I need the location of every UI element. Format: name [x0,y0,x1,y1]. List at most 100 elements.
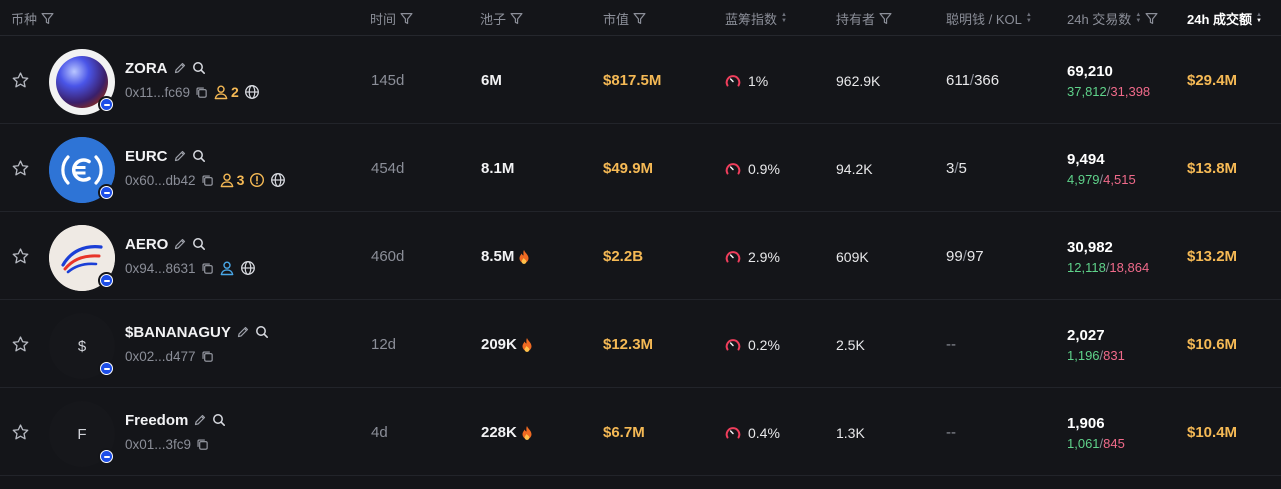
column-blue-chip-label: 蓝筹指数 [725,11,778,27]
volume-24h: $10.4M [1187,424,1238,441]
column-tx24[interactable]: 24h 交易数 ▲ ▼ [1067,0,1158,36]
token-avatar[interactable] [49,49,115,115]
holder-count: 94.2K [836,160,873,177]
favorite-star-icon[interactable] [10,37,30,124]
base-chain-icon [98,184,115,201]
table-row[interactable]: $ $BANANAGUY 0x02...d477 12d 209K $12.3M… [0,301,1281,388]
token-age: 12d [371,336,397,353]
contract-address: 0x02...d477 [125,348,196,364]
holder-person-icon [219,260,235,276]
token-avatar[interactable]: F [49,401,115,467]
sort-icon[interactable]: ▲ ▼ [1256,12,1262,24]
base-chain-icon [98,360,115,377]
column-age[interactable]: 时间 [370,0,413,36]
token-symbol[interactable]: AERO [125,235,169,253]
holder-count: 962.9K [836,72,881,89]
search-icon[interactable] [255,325,269,339]
table-row[interactable]: F Freedom 0x01...3fc9 4d 228K $6.7M 0.4%… [0,389,1281,476]
blue-chip-value: 0.2% [748,336,780,353]
smart-money-kol: -- [946,424,956,441]
token-symbol[interactable]: Freedom [125,411,189,429]
warning-icon[interactable] [249,172,265,188]
market-cap: $49.9M [603,160,654,177]
column-smart-kol[interactable]: 聪明钱 / KOL ▲ ▼ [946,0,1032,36]
favorite-star-icon[interactable] [10,213,30,300]
favorite-star-icon[interactable] [10,125,30,212]
smart-money-kol: 3/5 [946,160,967,177]
search-icon[interactable] [192,237,206,251]
holder-badge-count: 2 [231,84,239,100]
search-icon[interactable] [192,61,206,75]
edit-icon[interactable] [173,61,187,75]
token-symbol[interactable]: $BANANAGUY [125,323,231,341]
column-holders[interactable]: 持有者 [836,0,892,36]
pool-liquidity: 6M [481,37,502,124]
copy-icon[interactable] [196,438,209,451]
tx-24h: 2,027 1,196/831 [1067,326,1125,363]
euro-coin-logo-icon [49,137,115,203]
table-row[interactable]: ZORA 0x11...fc69 2 145d 6M $817.5M 1% 96… [0,37,1281,124]
edit-icon[interactable] [173,149,187,163]
blue-chip-value: 2.9% [748,248,780,265]
column-holders-label: 持有者 [836,11,876,27]
token-avatar[interactable] [49,137,115,203]
tx-24h: 30,982 12,118/18,864 [1067,238,1150,275]
copy-icon[interactable] [201,174,214,187]
column-mcap-label: 市值 [603,11,630,27]
website-globe-icon[interactable] [244,84,260,100]
copy-icon[interactable] [201,262,214,275]
tx-sells: 31,398 [1110,83,1151,99]
copy-icon[interactable] [195,86,208,99]
token-avatar[interactable]: $ [49,313,115,379]
favorite-star-icon[interactable] [10,301,30,388]
token-age: 4d [371,424,388,441]
blue-chip-index: 0.4% [724,389,780,476]
contract-address: 0x94...8631 [125,260,196,276]
holder-count: 609K [836,248,869,265]
smart-money-count: 611 [946,72,970,89]
tx-24h: 69,210 37,812/31,398 [1067,62,1151,99]
website-globe-icon[interactable] [270,172,286,188]
filter-icon[interactable] [1145,12,1158,25]
edit-icon[interactable] [236,325,250,339]
search-icon[interactable] [212,413,226,427]
token-avatar[interactable] [49,225,115,291]
column-pool-label: 池子 [480,11,507,27]
website-globe-icon[interactable] [240,260,256,276]
tx-total: 2,027 [1067,326,1105,344]
filter-icon[interactable] [400,12,413,25]
favorite-star-icon[interactable] [10,389,30,476]
token-symbol[interactable]: ZORA [125,59,168,77]
filter-icon[interactable] [633,12,646,25]
table-row[interactable]: AERO 0x94...8631 460d 8.5M $2.2B 2.9% 60… [0,213,1281,300]
token-symbol[interactable]: EURC [125,147,168,165]
filter-icon[interactable] [41,12,54,25]
smart-money-kol: 611/366 [946,72,1000,89]
holder-count: 1.3K [836,424,865,441]
column-pool[interactable]: 池子 [480,0,523,36]
sort-icon[interactable]: ▲ ▼ [1135,12,1142,24]
coin-info: Freedom 0x01...3fc9 [125,409,226,455]
fire-icon [520,425,534,441]
column-coin[interactable]: 币种 [11,0,54,36]
filter-icon[interactable] [510,12,523,25]
sort-icon[interactable]: ▲ ▼ [781,12,787,24]
sort-icon[interactable]: ▲ ▼ [1025,12,1032,24]
market-cap: $817.5M [603,72,662,89]
table-row[interactable]: EURC 0x60...db42 3 454d 8.1M $49.9M 0.9%… [0,125,1281,212]
column-blue-chip[interactable]: 蓝筹指数 ▲ ▼ [725,0,787,36]
copy-icon[interactable] [201,350,214,363]
tx-buys: 1,196 [1067,347,1100,363]
search-icon[interactable] [192,149,206,163]
edit-icon[interactable] [193,413,207,427]
token-age: 460d [371,248,405,265]
edit-icon[interactable] [173,237,187,251]
token-age: 454d [371,160,405,177]
filter-icon[interactable] [879,12,892,25]
column-coin-label: 币种 [11,11,38,27]
holder-person-icon [219,172,235,188]
pool-value: 8.1M [481,160,515,177]
kol-count: 366 [974,72,1000,89]
column-mcap[interactable]: 市值 [603,0,646,36]
column-vol24[interactable]: 24h 成交额 ▲ ▼ [1187,0,1262,36]
